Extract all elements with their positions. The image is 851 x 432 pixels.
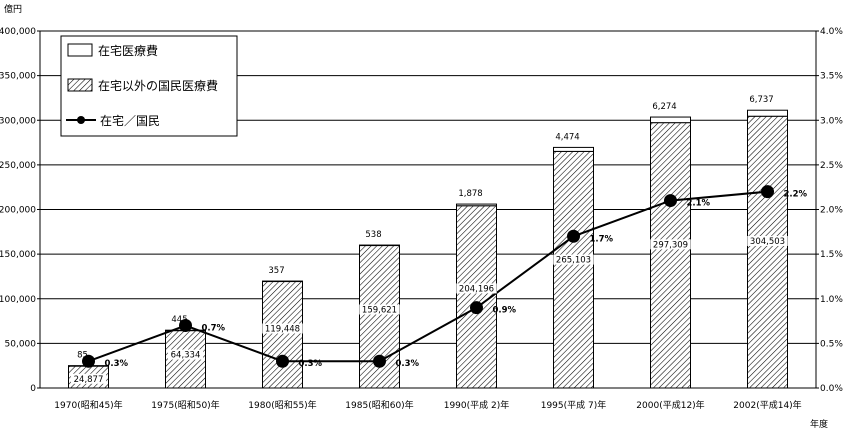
x-axis-unit: 年度 [810, 418, 828, 430]
data-label-home-care: 85 [77, 351, 88, 361]
data-label-home-care: 6,737 [749, 95, 773, 105]
data-label-ratio: 0.7% [202, 324, 226, 334]
left-axis-tick-label: 300,000 [0, 116, 36, 126]
right-axis-tick-label: 4.0% [820, 27, 843, 37]
bar-home-care [262, 280, 303, 283]
left-axis-tick-label: 400,000 [0, 27, 36, 37]
data-label-ratio: 1.7% [590, 234, 614, 244]
legend: 在宅医療費 在宅以外の国民医療費 在宅／国民 [60, 35, 238, 137]
data-label-non-home-care: 304,503 [750, 237, 785, 247]
data-label-background [70, 373, 107, 384]
data-label-home-care: 4,474 [555, 132, 579, 142]
ratio-marker [470, 301, 483, 315]
data-label-non-home-care: 204,196 [459, 284, 494, 294]
x-axis-tick-label: 1995(平成 7)年 [541, 399, 607, 411]
data-label-background [553, 254, 594, 265]
left-axis-tick-label: 0 [30, 384, 36, 394]
left-axis-tick-label: 200,000 [0, 206, 36, 216]
x-axis-tick-label: 1985(昭和60)年 [345, 399, 413, 411]
data-label-home-care: 445 [171, 315, 187, 325]
data-label-non-home-care: 297,309 [653, 240, 688, 250]
right-axis-tick-label: 3.0% [820, 116, 843, 126]
ratio-marker [276, 354, 289, 368]
ratio-marker [567, 229, 580, 243]
legend-swatch-ratio-marker [77, 116, 85, 124]
data-label-ratio: 0.3% [299, 359, 323, 369]
bar-home-care [650, 116, 691, 124]
legend-label-non-home-care: 在宅以外の国民医療費 [98, 78, 218, 93]
bar-non-home-care [262, 280, 303, 389]
data-label-non-home-care: 64,334 [171, 351, 201, 361]
bar-home-care [553, 146, 594, 152]
ratio-line-series [82, 185, 774, 368]
data-label-background [167, 349, 204, 360]
right-axis-tick-label: 2.0% [820, 206, 843, 216]
x-axis-tick-label: 1990(平成 2)年 [444, 399, 510, 411]
left-axis-tick-label: 100,000 [0, 295, 36, 305]
ratio-marker [664, 194, 677, 208]
right-axis-tick-label: 1.0% [820, 295, 843, 305]
data-label-non-home-care: 265,103 [556, 256, 591, 266]
data-labels: 85 24,877 445 64,334 357 119,448 538 159,621 1,8… [70, 95, 808, 385]
x-axis-tick-label: 1970(昭和45)年 [54, 399, 122, 411]
data-label-home-care: 6,274 [652, 102, 676, 112]
data-label-non-home-care: 159,621 [362, 305, 397, 315]
data-label-background [359, 304, 400, 315]
data-label-home-care: 357 [268, 266, 284, 276]
data-label-home-care: 538 [365, 230, 381, 240]
data-label-home-care: 1,878 [458, 189, 482, 199]
legend-swatch-home-care [67, 43, 93, 57]
data-label-ratio: 0.3% [105, 359, 129, 369]
bar-home-care [456, 203, 497, 207]
bar-home-care [359, 244, 400, 247]
legend-label-ratio: 在宅／国民 [100, 113, 160, 128]
bar-non-home-care [553, 150, 594, 389]
right-axis-tick-label: 0.0% [820, 384, 843, 394]
data-label-background [650, 239, 691, 250]
axes: 0 50,000 100,000 150,000 200,000 250,000 300,0… [0, 27, 843, 411]
data-label-non-home-care: 119,448 [265, 324, 300, 334]
bar-non-home-care [747, 115, 788, 389]
ratio-marker [373, 354, 386, 368]
ratio-marker [761, 185, 774, 199]
data-label-background [456, 283, 497, 294]
left-axis-tick-label: 350,000 [0, 72, 36, 82]
data-label-ratio: 0.9% [493, 306, 517, 316]
left-axis-tick-label: 50,000 [5, 339, 37, 349]
data-label-non-home-care: 24,877 [74, 375, 104, 385]
x-axis-tick-label: 2002(平成14)年 [733, 399, 801, 411]
left-axis-unit: 億円 [4, 3, 22, 15]
right-axis-tick-label: 2.5% [820, 161, 843, 171]
right-axis-tick-label: 3.5% [820, 72, 843, 82]
x-axis-tick-label: 1980(昭和55)年 [248, 399, 316, 411]
data-label-ratio: 0.3% [396, 359, 420, 369]
right-axis-tick-label: 1.5% [820, 250, 843, 260]
ratio-marker [179, 319, 192, 333]
legend-label-home-care: 在宅医療費 [98, 43, 158, 58]
ratio-marker [82, 354, 95, 368]
data-label-background [262, 323, 303, 334]
bar-non-home-care [650, 122, 691, 389]
legend-swatch-non-home-care [67, 78, 93, 92]
data-label-ratio: 2.1% [687, 199, 711, 209]
ratio-line [88, 190, 768, 363]
left-axis-tick-label: 150,000 [0, 250, 36, 260]
x-axis-tick-label: 2000(平成12)年 [636, 399, 704, 411]
data-label-background [747, 235, 788, 246]
data-label-ratio: 2.2% [784, 190, 808, 200]
bar-home-care [747, 109, 788, 117]
x-axis-tick-label: 1975(昭和50)年 [151, 399, 219, 411]
right-axis-tick-label: 0.5% [820, 339, 843, 349]
left-axis-tick-label: 250,000 [0, 161, 36, 171]
